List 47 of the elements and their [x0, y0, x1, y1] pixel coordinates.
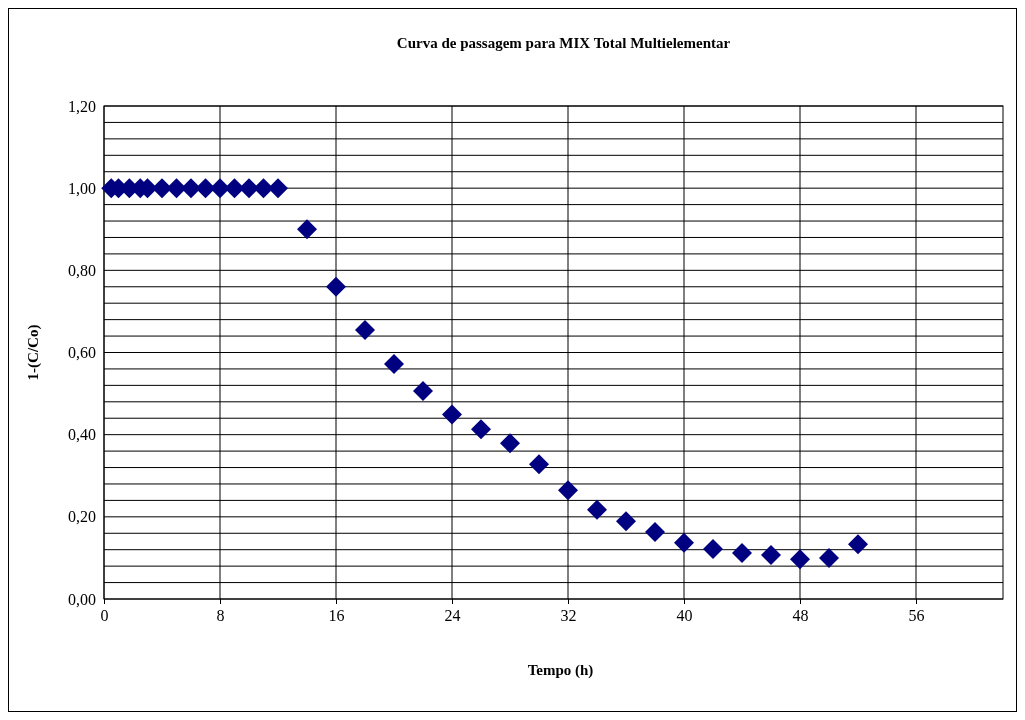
y-tick-label: 0,00 [68, 590, 96, 608]
y-axis-title: 1-(C/Co) [25, 324, 42, 381]
x-axis-title: Tempo (h) [527, 662, 594, 679]
x-tick-label: 56 [908, 607, 925, 625]
y-tick-label: 1,00 [68, 179, 96, 197]
point [239, 178, 259, 199]
point [645, 522, 665, 543]
point [819, 547, 839, 568]
x-tick-label: 16 [328, 607, 345, 625]
point [558, 480, 578, 501]
point [224, 178, 245, 199]
chart-title: Curva de passagem para MIX Total Multielementar [396, 35, 731, 51]
point [253, 178, 274, 199]
point [761, 545, 781, 566]
point [355, 319, 375, 340]
point [166, 178, 187, 199]
x-tick-label: 32 [560, 607, 577, 625]
x-tick-label: 24 [444, 607, 461, 625]
y-tick-label: 0,40 [68, 426, 96, 444]
point [181, 178, 201, 199]
point [195, 178, 216, 199]
y-tick-label: 1,20 [68, 97, 96, 115]
point [703, 538, 723, 559]
y-tick-label: 0,60 [68, 344, 96, 362]
point [442, 404, 462, 425]
point [848, 534, 868, 555]
y-tick-label: 0,20 [68, 508, 96, 526]
point [674, 532, 694, 553]
point [152, 178, 172, 199]
point [471, 419, 491, 440]
x-tick-label: 40 [676, 607, 693, 625]
x-tick-label: 0 [100, 607, 109, 625]
x-tick-label: 8 [216, 607, 225, 625]
point [384, 354, 404, 374]
point [587, 499, 607, 520]
point [500, 433, 520, 454]
point [413, 381, 433, 402]
point [616, 511, 636, 532]
x-tick-label: 48 [792, 607, 809, 625]
point [210, 178, 230, 199]
point [297, 219, 317, 240]
point [732, 542, 752, 563]
point [268, 178, 288, 199]
point [529, 454, 549, 475]
y-tick-label: 0,80 [68, 261, 96, 279]
point [326, 276, 346, 297]
point [790, 549, 810, 570]
